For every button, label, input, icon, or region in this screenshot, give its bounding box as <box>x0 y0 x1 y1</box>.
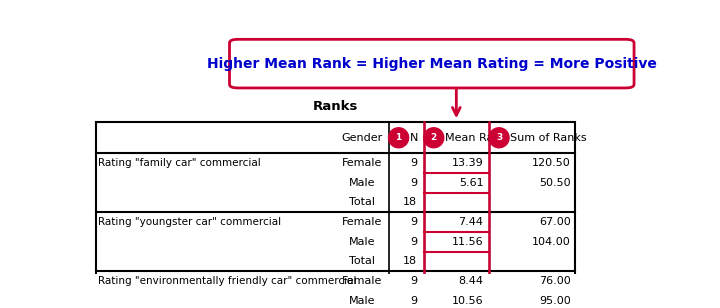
Text: 9: 9 <box>410 178 417 188</box>
Text: Total: Total <box>349 197 375 207</box>
Text: 104.00: 104.00 <box>532 237 571 247</box>
Ellipse shape <box>423 128 444 148</box>
Text: 1: 1 <box>395 133 402 142</box>
Text: 3: 3 <box>496 133 502 142</box>
Text: 11.56: 11.56 <box>451 237 483 247</box>
Text: Female: Female <box>342 217 382 227</box>
FancyBboxPatch shape <box>230 39 634 88</box>
Text: 18: 18 <box>403 197 417 207</box>
Text: Higher Mean Rank = Higher Mean Rating = More Positive: Higher Mean Rank = Higher Mean Rating = … <box>207 57 657 71</box>
Text: 5.61: 5.61 <box>459 178 483 188</box>
Text: 9: 9 <box>410 296 417 306</box>
Text: Male: Male <box>348 296 375 306</box>
Text: 9: 9 <box>410 276 417 286</box>
Text: Ranks: Ranks <box>312 100 359 113</box>
Text: Sum of Ranks: Sum of Ranks <box>510 133 587 143</box>
Text: N: N <box>410 133 418 143</box>
Text: 8.44: 8.44 <box>459 276 483 286</box>
Ellipse shape <box>389 128 409 148</box>
Text: 95.00: 95.00 <box>539 296 571 306</box>
Text: 67.00: 67.00 <box>539 217 571 227</box>
Text: 9: 9 <box>410 158 417 168</box>
Bar <box>96 122 575 308</box>
Text: 2: 2 <box>431 133 437 142</box>
Text: 13.39: 13.39 <box>451 158 483 168</box>
Text: 18: 18 <box>403 257 417 266</box>
Text: Rating "family car" commercial: Rating "family car" commercial <box>99 158 261 168</box>
Text: Male: Male <box>348 237 375 247</box>
Text: Female: Female <box>342 158 382 168</box>
Text: Gender: Gender <box>341 133 382 143</box>
Text: 50.50: 50.50 <box>539 178 571 188</box>
Text: 76.00: 76.00 <box>539 276 571 286</box>
Text: Rating "environmentally friendly car" commercial: Rating "environmentally friendly car" co… <box>99 276 357 286</box>
Text: 9: 9 <box>410 217 417 227</box>
Text: Mean Rank: Mean Rank <box>445 133 507 143</box>
Text: 9: 9 <box>410 237 417 247</box>
Text: Female: Female <box>342 276 382 286</box>
Text: 7.44: 7.44 <box>459 217 483 227</box>
Text: Male: Male <box>348 178 375 188</box>
Text: 10.56: 10.56 <box>451 296 483 306</box>
Text: Rating "youngster car" commercial: Rating "youngster car" commercial <box>99 217 282 227</box>
Text: 120.50: 120.50 <box>532 158 571 168</box>
Text: Total: Total <box>349 257 375 266</box>
Ellipse shape <box>489 128 509 148</box>
